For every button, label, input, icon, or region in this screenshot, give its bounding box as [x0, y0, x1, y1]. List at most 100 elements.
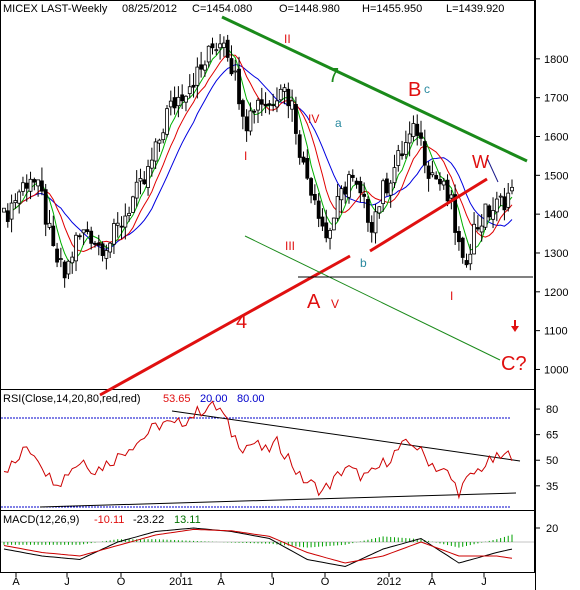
candle: [51, 215, 56, 247]
candle: [237, 56, 241, 110]
header-date: 08/25/2012: [122, 3, 177, 15]
candle: [460, 236, 465, 264]
candle: [146, 159, 150, 196]
candle: [32, 177, 37, 191]
macd-value-1: -10.11: [94, 514, 124, 526]
candle: [324, 209, 329, 243]
candle: [119, 216, 124, 240]
candle: [498, 193, 503, 207]
x-tick-label: A: [12, 576, 20, 588]
rsi-line: [3, 400, 513, 500]
candle: [153, 138, 158, 169]
candle: [115, 212, 120, 238]
candle: [244, 109, 249, 142]
candle: [468, 243, 473, 271]
candle: [472, 212, 476, 255]
candle: [214, 42, 219, 56]
candle: [81, 229, 86, 245]
candle: [77, 233, 82, 240]
red-support-trendline-upper: [369, 177, 488, 253]
candle: [187, 74, 192, 99]
candle: [506, 182, 511, 212]
candle: [483, 203, 488, 230]
candle: [419, 120, 423, 146]
rsi-tick-label: 65: [546, 430, 558, 442]
candle: [422, 129, 427, 174]
candle: [366, 196, 370, 232]
rsi-lower-trendline: [39, 492, 517, 508]
candle: [256, 97, 260, 124]
candle: [491, 197, 495, 229]
candle: [203, 60, 207, 77]
candle: [275, 87, 279, 113]
candle: [475, 215, 480, 232]
candle: [362, 182, 367, 209]
candle: [267, 100, 272, 115]
candle: [335, 183, 340, 222]
candle: [55, 242, 59, 268]
candle: [93, 240, 97, 248]
x-tick-label: O: [117, 576, 126, 588]
candle: [320, 208, 325, 231]
candle: [70, 251, 75, 274]
candle: [180, 84, 185, 110]
annotation-V: V: [331, 297, 339, 311]
candle: [17, 189, 22, 214]
green-channel-line: [244, 235, 501, 361]
candle: [290, 89, 295, 122]
candle: [347, 170, 351, 204]
x-tick-label: J: [481, 576, 487, 588]
candle: [229, 45, 234, 76]
candle: [248, 102, 253, 136]
candle: [316, 193, 321, 228]
wave-annotations: 7 4 B c W A V C? II I IV a III b I: [236, 32, 527, 375]
candle: [104, 244, 109, 270]
candle: [259, 87, 264, 116]
candle: [400, 140, 404, 160]
header-symbol: MICEX LAST-Weekly: [3, 3, 108, 15]
candle: [396, 144, 401, 172]
candle: [85, 221, 90, 235]
candle: [184, 95, 188, 112]
macd-value-2: -23.22: [133, 514, 164, 526]
candle: [502, 187, 507, 221]
candle: [384, 172, 389, 196]
w-pointer-line: [486, 157, 499, 183]
price-tick-label: 1000: [544, 364, 568, 376]
price-tick-label: 1700: [544, 93, 568, 105]
annotation-B: B: [408, 79, 421, 101]
rsi-y-axis: 35 50 65 80: [535, 404, 558, 493]
candle: [210, 37, 215, 55]
price-tick-label: 1600: [544, 131, 568, 143]
candle: [278, 84, 283, 102]
candle: [161, 128, 166, 144]
annotation-4: 4: [236, 311, 247, 333]
candlesticks: [2, 34, 514, 288]
annotation-A: A: [307, 291, 321, 313]
candle: [2, 207, 6, 213]
red-support-trendline-lower: [99, 254, 351, 397]
candle: [218, 34, 222, 60]
price-tick-label: 1100: [544, 326, 568, 338]
candle: [195, 57, 200, 99]
moving-average-slow: [3, 64, 513, 250]
candle: [430, 160, 435, 178]
annotation-C-question: C?: [501, 353, 527, 375]
x-axis: A J O 2011 A J O 2012 A J: [12, 572, 487, 588]
candle: [331, 217, 336, 231]
candle: [36, 179, 41, 197]
candle: [9, 194, 14, 233]
candle: [282, 83, 287, 105]
candle: [112, 218, 116, 255]
candle: [411, 115, 416, 142]
candle: [176, 86, 181, 118]
candle: [165, 104, 169, 138]
price-y-axis: 1000 1100 1200 1300 1400 1500 1600 1700 1800: [535, 54, 568, 376]
annotation-I-left: I: [244, 149, 247, 163]
price-tick-label: 1500: [544, 170, 568, 182]
candle: [294, 96, 298, 145]
macd-signal-line: [3, 528, 513, 564]
candle: [328, 227, 332, 250]
candle: [225, 34, 230, 62]
